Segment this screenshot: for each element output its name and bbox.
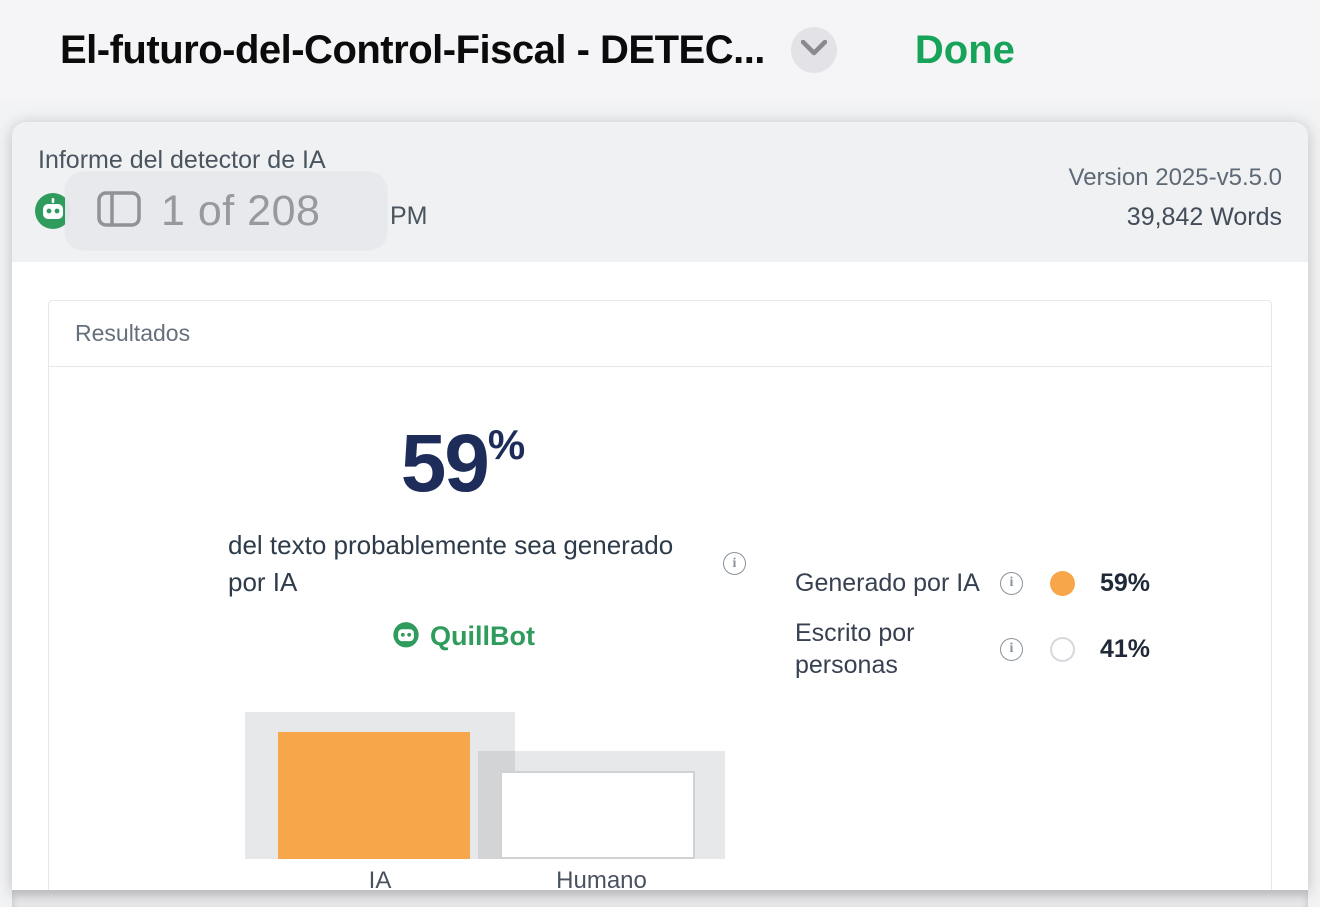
bar-area: [245, 712, 725, 859]
report-header: Informe del detector de IA PM 1 of 208: [12, 122, 1308, 262]
legend-row-ai: Generado por IA i 59%: [795, 567, 1150, 599]
chevron-down-icon: [800, 39, 828, 61]
legend-ai-info-icon[interactable]: i: [1000, 571, 1023, 595]
word-count-label: 39,842 Words: [1126, 203, 1282, 231]
chart-labels: IA Humano: [245, 867, 725, 890]
report-meta: Version 2025-v5.5.0 39,842 Words: [1069, 164, 1282, 232]
page-separator: [12, 890, 1308, 907]
done-button[interactable]: Done: [914, 27, 1015, 72]
document-title[interactable]: El-futuro-del-Control-Fiscal - DETEC...: [60, 27, 765, 72]
ai-score-percent-sign: %: [487, 421, 526, 468]
legend-human-label: Escrito por personas: [795, 619, 915, 679]
results-card: Resultados 59% del texto probablemente s…: [48, 300, 1272, 890]
ai-score: 59%: [228, 417, 698, 515]
page-layout-icon: [95, 189, 143, 234]
quillbot-robot-icon: [391, 619, 421, 654]
bar-humano: [500, 771, 695, 859]
legend: Generado por IA i 59% Escrito por person…: [795, 567, 1150, 699]
ai-score-description: del texto probablemente sea generado por…: [228, 527, 746, 601]
chart-label-ia: IA: [368, 867, 392, 890]
top-bar: El-futuro-del-Control-Fiscal - DETEC... …: [0, 0, 1320, 100]
document-page: Informe del detector de IA PM 1 of 208: [12, 122, 1308, 890]
results-card-title: Resultados: [49, 301, 1271, 367]
title-menu-button[interactable]: [790, 27, 837, 73]
quillbot-brand: QuillBot: [228, 619, 698, 654]
legend-human-row: Escrito por personas i 41%: [795, 617, 1150, 681]
legend-human-value: 41%: [1100, 634, 1151, 663]
quillbot-wordmark: QuillBot: [430, 621, 535, 651]
page-indicator-label: 1 of 208: [161, 186, 321, 235]
report-timestamp-fragment: PM: [390, 202, 428, 230]
legend-human-info-icon[interactable]: i: [1000, 637, 1023, 661]
legend-ai-label: Generado por IA: [795, 569, 980, 597]
ai-score-value: 59: [400, 418, 490, 509]
report-title-fragment: Informe del detector de IA: [38, 146, 326, 174]
page-indicator: 1 of 208: [65, 172, 387, 250]
chart-label-humano: Humano: [556, 867, 647, 890]
ai-human-bar-chart: IA Humano: [245, 712, 725, 890]
quillbot-logo-icon: [34, 192, 72, 235]
score-info-icon[interactable]: i: [723, 552, 746, 575]
legend-ai-value: 59%: [1100, 568, 1151, 597]
score-column: 59% del texto probablemente sea generado…: [228, 417, 746, 654]
version-label: Version 2025-v5.5.0: [1068, 164, 1282, 191]
results-card-content: 59% del texto probablemente sea generado…: [49, 367, 1271, 890]
legend-ai-dot: [1050, 570, 1075, 596]
ai-score-description-text: del texto probablemente sea generado por…: [228, 530, 674, 597]
bar-ia: [278, 732, 470, 859]
legend-human-dot: [1050, 636, 1075, 662]
